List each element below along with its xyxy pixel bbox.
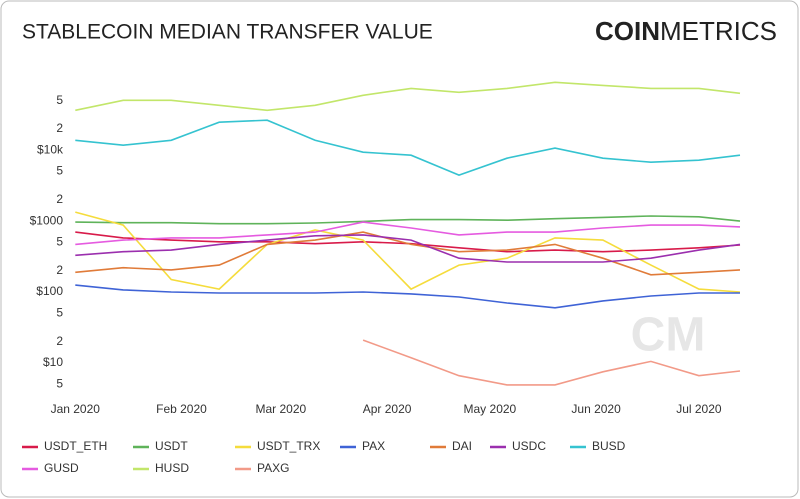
legend-label: GUSD xyxy=(44,461,79,475)
logo: COINMETRICS xyxy=(595,16,777,46)
y-tick-label: 5 xyxy=(56,306,63,320)
x-tick-label: Apr 2020 xyxy=(363,402,412,416)
y-tick-label: 5 xyxy=(56,376,63,390)
y-tick-label: 5 xyxy=(56,164,63,178)
logo-light: METRICS xyxy=(660,16,777,46)
legend-label: DAI xyxy=(452,439,472,453)
y-tick-label: 5 xyxy=(56,93,63,107)
series-line xyxy=(75,234,741,263)
legend-label: USDT_ETH xyxy=(44,439,107,453)
legend-label: PAXG xyxy=(257,461,289,475)
series-line xyxy=(362,339,741,386)
y-tick-label: 2 xyxy=(56,121,63,135)
series-line xyxy=(75,119,741,176)
y-tick-label: $10k xyxy=(37,142,64,156)
x-tick-label: Feb 2020 xyxy=(156,402,207,416)
legend-label: PAX xyxy=(362,439,385,453)
x-tick-label: May 2020 xyxy=(464,402,517,416)
x-tick-label: Jun 2020 xyxy=(571,402,621,416)
series-line xyxy=(75,221,741,246)
series-line xyxy=(75,211,741,293)
series-line xyxy=(75,215,741,225)
legend-label: BUSD xyxy=(592,439,626,453)
legend-label: USDC xyxy=(512,439,546,453)
x-tick-label: Mar 2020 xyxy=(256,402,307,416)
legend-label: USDT_TRX xyxy=(257,439,320,453)
y-tick-label: $1000 xyxy=(30,213,64,227)
y-tick-label: 2 xyxy=(56,263,63,277)
x-tick-label: Jan 2020 xyxy=(51,402,101,416)
legend-label: HUSD xyxy=(155,461,189,475)
logo-bold: COIN xyxy=(595,16,660,46)
series-line xyxy=(75,284,740,309)
chart-title: STABLECOIN MEDIAN TRANSFER VALUE xyxy=(22,21,433,44)
y-tick-label: $100 xyxy=(36,284,63,298)
series-line xyxy=(75,81,741,112)
series-line xyxy=(75,231,741,276)
y-tick-label: 5 xyxy=(56,235,63,249)
x-tick-label: Jul 2020 xyxy=(676,402,722,416)
y-tick-label: $10 xyxy=(43,355,63,369)
y-tick-label: 2 xyxy=(56,192,63,206)
legend-label: USDT xyxy=(155,439,188,453)
watermark: CM xyxy=(631,309,706,362)
y-tick-label: 2 xyxy=(56,334,63,348)
